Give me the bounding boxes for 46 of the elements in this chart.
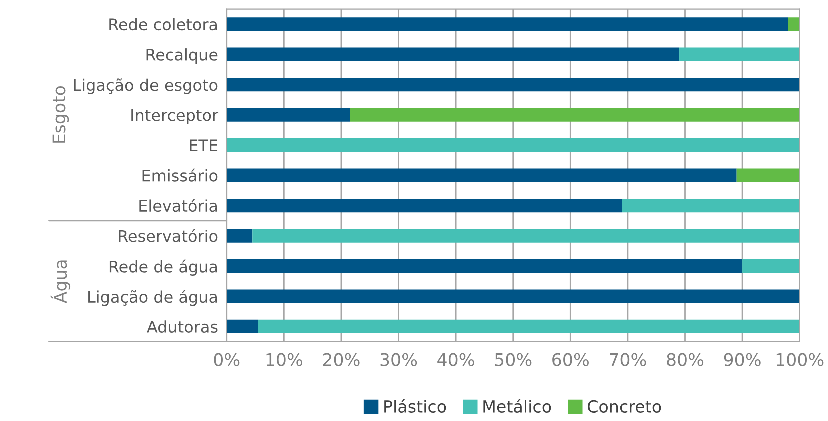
legend-label: Concreto — [588, 400, 662, 413]
y-tick-label: ETE — [190, 140, 218, 152]
bar — [226, 198, 622, 213]
y-tick-label: Elevatória — [140, 199, 218, 212]
bar — [226, 168, 737, 182]
y-tick-label: Interceptor — [132, 110, 219, 124]
text: Esgoto — [52, 86, 70, 143]
legend-label: Plástico — [384, 399, 446, 413]
y-tick-label: Emissário — [142, 168, 218, 182]
y-tick-label: Recalque — [146, 48, 218, 64]
x-tick-label: 30% — [380, 353, 418, 366]
x-tick-label: 10% — [266, 353, 303, 366]
bar — [226, 108, 350, 122]
x-tick-label: 80% — [667, 353, 704, 366]
bar — [736, 168, 800, 182]
bar — [226, 290, 800, 304]
y-tick-label: Ligação de esgoto — [74, 78, 218, 94]
legend-label: Metálico — [484, 399, 552, 413]
x-tick-label: 60% — [552, 353, 589, 366]
bar — [680, 48, 800, 62]
bar — [622, 198, 800, 213]
x-tick-label: 0% — [214, 353, 240, 366]
y-tick-label: Adutoras — [147, 320, 218, 334]
bar — [742, 259, 800, 274]
bar — [226, 138, 800, 152]
x-tick-label: 70% — [610, 353, 646, 366]
y-tick-label: Ligação de água — [88, 290, 218, 306]
y-tick-label: Rede coletora — [110, 18, 218, 31]
bar — [252, 229, 800, 243]
x-tick-label: 50% — [495, 353, 532, 366]
bar — [788, 18, 800, 32]
bar — [350, 108, 800, 122]
bar — [226, 48, 680, 62]
x-tick-label: 20% — [323, 353, 360, 366]
x-tick-label: 40% — [438, 353, 474, 366]
bar — [226, 78, 800, 92]
bar — [258, 320, 800, 334]
bar — [226, 229, 253, 243]
x-tick-label: 100% — [776, 353, 824, 366]
bar — [226, 320, 258, 334]
x-tick-label: 90% — [724, 353, 761, 366]
text: Água — [50, 260, 71, 304]
y-tick-label: Reservatório — [119, 229, 218, 242]
bar — [226, 18, 788, 32]
y-tick-label: Rede de água — [110, 260, 218, 276]
bar — [226, 259, 743, 274]
